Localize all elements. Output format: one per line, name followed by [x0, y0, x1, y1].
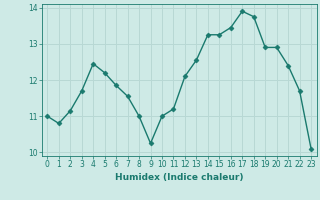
- X-axis label: Humidex (Indice chaleur): Humidex (Indice chaleur): [115, 173, 244, 182]
